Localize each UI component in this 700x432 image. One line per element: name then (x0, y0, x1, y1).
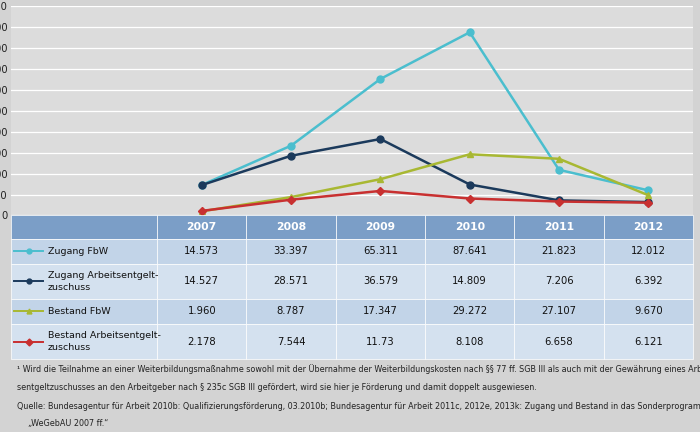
Text: 14.809: 14.809 (452, 276, 487, 286)
FancyBboxPatch shape (336, 216, 425, 239)
FancyBboxPatch shape (336, 324, 425, 359)
FancyBboxPatch shape (514, 324, 603, 359)
FancyBboxPatch shape (246, 216, 336, 239)
Text: 11.73: 11.73 (366, 337, 395, 346)
Text: 7.544: 7.544 (276, 337, 305, 346)
Text: Quelle: Bundesagentur für Arbeit 2010b: Qualifizierungsförderung, 03.2010b; Bund: Quelle: Bundesagentur für Arbeit 2010b: … (18, 402, 700, 411)
Text: ¹ Wird die Teilnahme an einer Weiterbildungsmaßnahme sowohl mit der Übernahme de: ¹ Wird die Teilnahme an einer Weiterbild… (18, 365, 700, 375)
FancyBboxPatch shape (603, 216, 693, 239)
Text: 6.392: 6.392 (634, 276, 663, 286)
FancyBboxPatch shape (157, 239, 246, 264)
FancyBboxPatch shape (336, 264, 425, 299)
Text: 33.397: 33.397 (274, 246, 309, 256)
FancyBboxPatch shape (246, 239, 336, 264)
FancyBboxPatch shape (157, 324, 246, 359)
FancyBboxPatch shape (603, 239, 693, 264)
FancyBboxPatch shape (246, 264, 336, 299)
FancyBboxPatch shape (603, 299, 693, 324)
Text: 8.787: 8.787 (276, 306, 305, 317)
Text: 8.108: 8.108 (456, 337, 484, 346)
Text: 14.573: 14.573 (184, 246, 219, 256)
Text: 9.670: 9.670 (634, 306, 663, 317)
Text: 21.823: 21.823 (542, 246, 577, 256)
FancyBboxPatch shape (10, 324, 157, 359)
Text: 29.272: 29.272 (452, 306, 487, 317)
FancyBboxPatch shape (10, 216, 157, 239)
Text: Zugang FbW: Zugang FbW (48, 247, 108, 256)
Text: Bestand FbW: Bestand FbW (48, 307, 111, 316)
FancyBboxPatch shape (246, 324, 336, 359)
Text: 12.012: 12.012 (631, 246, 666, 256)
Text: 2011: 2011 (544, 222, 574, 232)
Text: Zugang Arbeitsentgelt-: Zugang Arbeitsentgelt- (48, 271, 158, 280)
Text: zuschuss: zuschuss (48, 343, 91, 352)
Text: sentgeltzuschusses an den Arbeitgeber nach § 235c SGB III gefördert, wird sie hi: sentgeltzuschusses an den Arbeitgeber na… (18, 383, 537, 392)
Text: 28.571: 28.571 (274, 276, 309, 286)
Text: 7.206: 7.206 (545, 276, 573, 286)
FancyBboxPatch shape (514, 299, 603, 324)
FancyBboxPatch shape (10, 299, 157, 324)
Text: 2.178: 2.178 (188, 337, 216, 346)
FancyBboxPatch shape (514, 239, 603, 264)
Text: 6.658: 6.658 (545, 337, 573, 346)
Text: 27.107: 27.107 (542, 306, 577, 317)
Text: 2007: 2007 (187, 222, 217, 232)
FancyBboxPatch shape (336, 239, 425, 264)
FancyBboxPatch shape (514, 264, 603, 299)
FancyBboxPatch shape (425, 324, 514, 359)
FancyBboxPatch shape (425, 239, 514, 264)
FancyBboxPatch shape (425, 299, 514, 324)
Text: 36.579: 36.579 (363, 276, 398, 286)
Text: 14.527: 14.527 (184, 276, 219, 286)
FancyBboxPatch shape (10, 264, 157, 299)
FancyBboxPatch shape (246, 299, 336, 324)
FancyBboxPatch shape (603, 264, 693, 299)
Text: 17.347: 17.347 (363, 306, 398, 317)
FancyBboxPatch shape (336, 299, 425, 324)
FancyBboxPatch shape (425, 264, 514, 299)
FancyBboxPatch shape (157, 264, 246, 299)
Text: 2010: 2010 (454, 222, 485, 232)
Text: Bestand Arbeitsentgelt-: Bestand Arbeitsentgelt- (48, 331, 161, 340)
Text: 1.960: 1.960 (188, 306, 216, 317)
FancyBboxPatch shape (157, 299, 246, 324)
Text: 2009: 2009 (365, 222, 396, 232)
Text: zuschuss: zuschuss (48, 283, 91, 292)
FancyBboxPatch shape (603, 324, 693, 359)
Text: 2012: 2012 (634, 222, 664, 232)
Text: 87.641: 87.641 (452, 246, 487, 256)
Text: „WeGebAU 2007 ff.“: „WeGebAU 2007 ff.“ (27, 419, 108, 429)
FancyBboxPatch shape (157, 216, 246, 239)
Text: 6.121: 6.121 (634, 337, 663, 346)
FancyBboxPatch shape (425, 216, 514, 239)
FancyBboxPatch shape (514, 216, 603, 239)
FancyBboxPatch shape (10, 239, 157, 264)
Text: 65.311: 65.311 (363, 246, 398, 256)
Text: 2008: 2008 (276, 222, 306, 232)
